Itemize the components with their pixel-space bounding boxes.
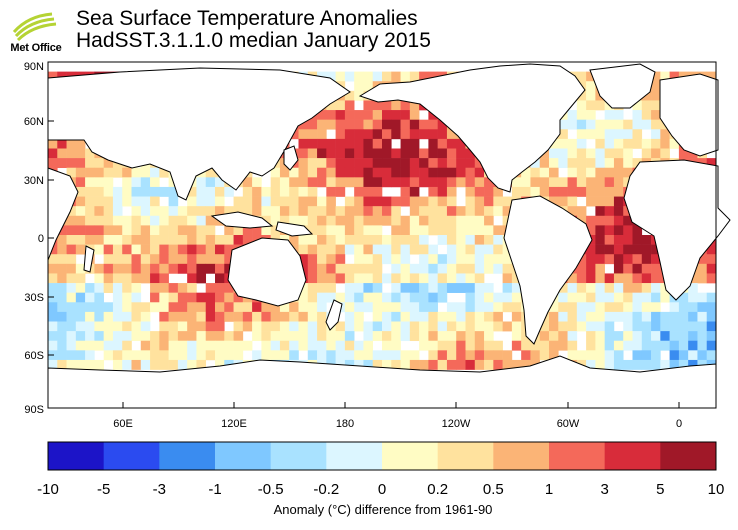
lon-label: 60W (557, 418, 580, 430)
map-frame (47, 61, 717, 409)
legend-tick-label: 0 (378, 481, 386, 498)
land-africa (623, 159, 731, 301)
legend-tick-label: -1 (208, 481, 221, 498)
lat-label: 30N (24, 175, 44, 187)
land-south-america (503, 195, 593, 345)
lon-label: 120E (221, 418, 247, 430)
legend-swatch (159, 442, 216, 470)
legend-tick-label: -5 (97, 481, 110, 498)
land-greenland (589, 63, 656, 109)
legend-tick-label: -3 (153, 481, 166, 498)
continents (47, 63, 731, 409)
legend-tick-label: 1 (545, 481, 553, 498)
lon-label: 0 (676, 418, 682, 430)
legend-tick-label: 10 (708, 481, 725, 498)
color-legend: -10 -5 -3 -1 -0.5 -0.2 0 0.2 0.5 1 3 5 10 (37, 441, 725, 498)
land-europe (659, 73, 719, 157)
legend-tick-label: -0.2 (313, 481, 339, 498)
lon-label: 60E (113, 418, 133, 430)
lat-label: 60S (24, 350, 44, 362)
legend-swatch (326, 442, 383, 470)
lat-label: 60N (24, 116, 44, 128)
lat-label: 30S (24, 292, 44, 304)
land-north-america (358, 63, 586, 193)
legend-swatch (549, 442, 606, 470)
legend-tick-label: 0.2 (427, 481, 448, 498)
lat-label: 0 (38, 233, 44, 245)
legend-swatch (382, 442, 439, 470)
land-australia (227, 237, 307, 307)
title-line-2: HadSST.3.1.1.0 median January 2015 (76, 29, 431, 52)
legend-tick-label: -0.5 (258, 481, 284, 498)
legend-swatch (103, 442, 160, 470)
legend-tick-label: 3 (600, 481, 608, 498)
legend-swatch (437, 442, 494, 470)
legend-tick-label: -10 (37, 481, 59, 498)
lat-label: 90S (24, 404, 44, 416)
legend-swatch (604, 442, 661, 470)
legend-swatch (270, 442, 327, 470)
lon-label: 180 (336, 418, 354, 430)
logo-label: Met Office (10, 42, 62, 54)
land-japan (283, 145, 299, 171)
legend-tick-label: 5 (656, 481, 664, 498)
legend-tick-label: 0.5 (483, 481, 504, 498)
land-madagascar (83, 245, 95, 273)
map-axes: 90N 60N 30N 0 30S 60S 90S 60E 120E 180 120W 60W 0 (24, 61, 682, 430)
legend-swatch (48, 442, 105, 470)
legend-swatch (215, 442, 272, 470)
lon-label: 120W (442, 418, 471, 430)
land-indonesia (210, 211, 274, 229)
met-office-logo: Met Office (6, 6, 62, 58)
lat-label: 90N (24, 61, 44, 73)
legend-caption: Anomaly (°C) difference from 1961-90 (274, 502, 493, 517)
legend-swatch (493, 442, 550, 470)
land-new-guinea (275, 221, 314, 237)
legend-swatch (660, 442, 717, 470)
land-eurasia (47, 67, 351, 201)
title-line-1: Sea Surface Temperature Anomalies (76, 7, 418, 30)
met-office-swoosh-icon (12, 12, 57, 42)
page-title: Sea Surface Temperature Anomalies HadSST… (76, 8, 431, 52)
legend-border (47, 441, 717, 471)
land-new-zealand (325, 299, 343, 331)
